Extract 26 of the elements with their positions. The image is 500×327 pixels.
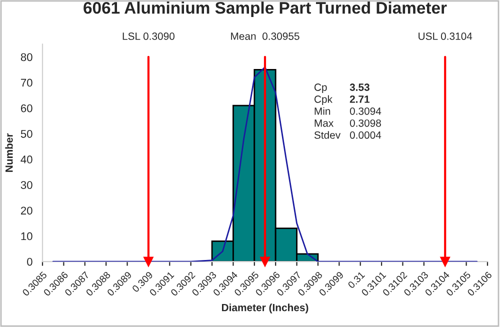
- annotation: Stdev: [314, 131, 341, 139]
- y-tick-label: 60: [20, 104, 32, 112]
- ref-line-label: LSL 0.3090: [122, 32, 174, 40]
- annotation: 0.3094: [350, 107, 382, 115]
- line-series: [52, 66, 478, 262]
- y-tick-label: 10: [21, 232, 32, 240]
- ref-line-label: Mean 0.30955: [231, 32, 300, 40]
- annotation: Min: [314, 107, 330, 115]
- annotation: Max: [314, 120, 334, 127]
- y-axis-title: Number: [5, 133, 13, 172]
- annotation: 0.0004: [350, 131, 382, 139]
- x-axis-title: Diameter (Inches): [222, 304, 308, 314]
- y-tick-label: 80: [20, 53, 32, 62]
- y-tick-label: 70: [20, 78, 32, 87]
- ref-line-label: USL 0.3104: [418, 32, 472, 40]
- annotation: 0.3098: [350, 119, 381, 127]
- y-tick-label: 0: [27, 258, 32, 266]
- annotation: 2.71: [350, 96, 370, 103]
- annotation: 3.53: [350, 84, 370, 91]
- y-tick-label: 40: [20, 156, 32, 164]
- y-tick-label: 20: [20, 206, 32, 215]
- annotation: Cpk: [314, 95, 332, 105]
- y-tick-label: 30: [20, 181, 32, 189]
- annotation: Cp: [314, 84, 327, 93]
- y-tick-label: 50: [20, 130, 32, 138]
- chart-title: 6061 Aluminium Sample Part Turned Diameter: [84, 2, 447, 18]
